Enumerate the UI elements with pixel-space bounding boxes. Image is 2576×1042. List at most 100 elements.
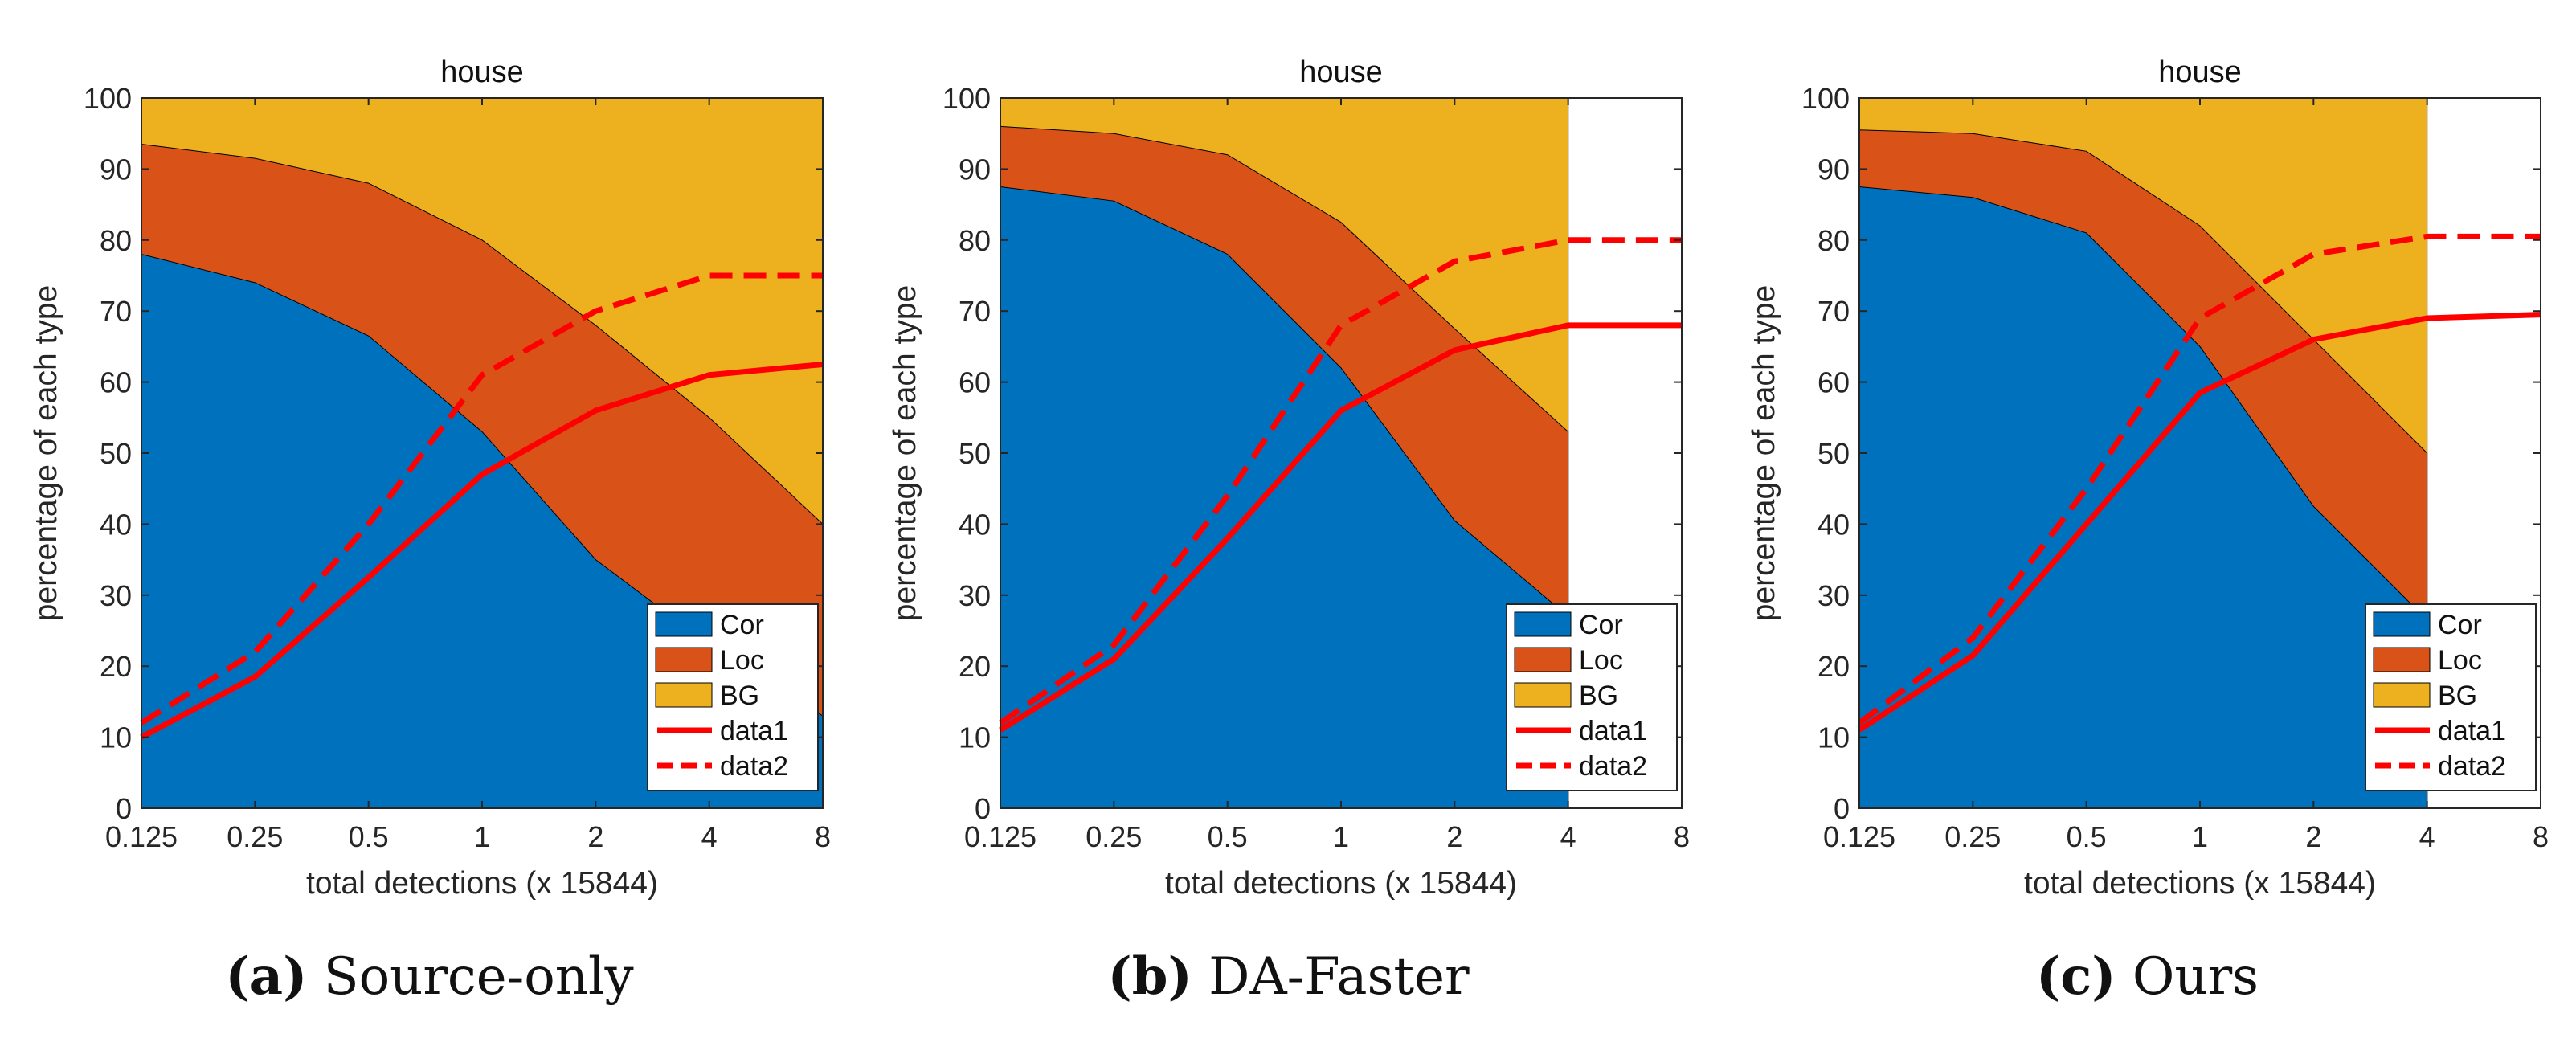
y-tick-label-b-10: 100 [942,82,991,115]
legend-label-c-0: Cor [2438,610,2482,640]
y-tick-label-b-2: 20 [959,650,991,683]
legend-swatch-a-1 [655,647,713,672]
x-tick-label-b-2: 0.5 [1208,820,1248,853]
series-data1-line-a [140,362,824,740]
y-axis-label-b: percentage of each type [888,285,922,621]
y-axis-label-c: percentage of each type [1747,285,1781,621]
x-tick-label-a-3: 1 [474,820,490,853]
chart-panel-c: 0 10 20 30 40 50 60 70 80 90 100 0.125 0.25 0.5 1 2 4 8 ho… [1718,0,2576,1042]
caption-label-c: (c) [2036,946,2116,1007]
legend-swatch-b-2 [1514,682,1572,708]
chart-title-a: house [440,55,524,89]
y-axis-label-a: percentage of each type [29,285,63,621]
legend-swatch-a-2 [655,682,713,708]
y-tick-label-c-3: 30 [1818,579,1850,612]
legend-label-c-1: Loc [2438,645,2482,676]
y-tick-label-c-2: 20 [1818,650,1850,683]
y-tick-label-b-3: 30 [959,579,991,612]
y-tick-label-a-5: 50 [100,437,132,470]
legend-swatch-b-0 [1514,611,1572,637]
series-data2-line-a [140,272,823,725]
chart-title-c: house [2158,55,2242,89]
legend-swatch-c-2 [2373,682,2431,708]
y-tick-label-c-4: 40 [1818,508,1850,541]
caption-b: (b) DA-Faster [859,946,1718,1007]
legend-swatch-c-1 [2373,647,2431,672]
x-tick-label-c-4: 2 [2305,820,2321,853]
series-data2-line-c [1857,233,2541,725]
x-tick-label-b-1: 0.25 [1086,820,1142,853]
caption-label-a: (a) [225,946,308,1007]
caption-c: (c) Ours [1718,946,2576,1007]
y-tick-label-a-7: 70 [100,295,132,328]
y-tick-label-a-6: 60 [100,366,132,399]
y-tick-label-c-7: 70 [1818,295,1850,328]
caption-text-a: Source-only [323,947,634,1007]
y-tick-label-c-9: 90 [1818,153,1850,186]
x-tick-label-b-3: 1 [1333,820,1349,853]
y-tick-label-b-0: 0 [975,792,991,825]
x-tick-label-a-4: 2 [587,820,603,853]
legend-swatch-c-0 [2373,611,2431,637]
y-tick-label-a-2: 20 [100,650,132,683]
legend-label-b-1: Loc [1579,645,1623,676]
x-tick-label-c-5: 4 [2419,820,2435,853]
series-data1-line-b [999,322,1682,733]
y-tick-label-b-1: 10 [959,721,991,754]
y-tick-label-b-8: 80 [959,224,991,257]
x-tick-label-c-1: 0.25 [1944,820,2001,853]
x-tick-label-c-2: 0.5 [2067,820,2107,853]
x-axis-label-a: total detections (x 15844) [306,866,658,901]
x-tick-label-c-0: 0.125 [1823,820,1895,853]
y-tick-label-b-5: 50 [959,437,991,470]
x-tick-label-b-0: 0.125 [964,820,1037,853]
legend-swatch-a-0 [655,611,713,637]
x-tick-label-b-4: 2 [1446,820,1462,853]
chart-panel-b: 0 10 20 30 40 50 60 70 80 90 100 0.125 0.25 0.5 1 2 4 8 ho… [859,0,1718,1042]
chart-b: 0 10 20 30 40 50 60 70 80 90 100 0.125 0.25 0.5 1 2 4 8 ho… [888,55,1690,901]
y-tick-label-a-9: 90 [100,153,132,186]
x-axis-label-c: total detections (x 15844) [2024,866,2376,901]
caption-text-b: DA-Faster [1208,947,1470,1007]
legend-label-a-0: Cor [720,610,764,640]
y-tick-label-b-6: 60 [959,366,991,399]
x-tick-label-b-6: 8 [1674,820,1690,853]
y-tick-label-b-9: 90 [959,153,991,186]
legend-label-b-2: BG [1579,680,1618,711]
x-tick-label-a-5: 4 [701,820,718,853]
y-tick-label-a-0: 0 [116,792,132,825]
x-tick-label-a-0: 0.125 [105,820,178,853]
legend-label-b-4: data2 [1579,751,1647,782]
caption-text-c: Ours [2132,947,2259,1007]
y-tick-label-a-1: 10 [100,721,132,754]
legend-label-c-4: data2 [2438,751,2506,782]
y-tick-label-c-6: 60 [1818,366,1850,399]
legend-label-a-3: data1 [720,716,788,746]
chart-a: 0 10 20 30 40 50 60 70 80 90 100 0.125 0.25 0.5 1 2 4 8 ho… [29,55,831,901]
y-tick-label-c-8: 80 [1818,224,1850,257]
legend-swatch-b-1 [1514,647,1572,672]
chart-panel-a: 0 10 20 30 40 50 60 70 80 90 100 0.125 0.25 0.5 1 2 4 8 ho… [0,0,859,1042]
y-tick-label-b-7: 70 [959,295,991,328]
y-tick-label-a-3: 30 [100,579,132,612]
chart-title-b: house [1299,55,1383,89]
x-tick-label-c-3: 1 [2192,820,2208,853]
legend-label-b-0: Cor [1579,610,1623,640]
y-tick-label-b-4: 40 [959,508,991,541]
x-axis-label-b: total detections (x 15844) [1165,866,1517,901]
y-tick-label-c-1: 10 [1818,721,1850,754]
legend-label-c-3: data1 [2438,716,2506,746]
legend-label-a-1: Loc [720,645,764,676]
legend-label-c-2: BG [2438,680,2477,711]
y-tick-label-a-8: 80 [100,224,132,257]
y-tick-label-a-4: 40 [100,508,132,541]
x-tick-label-a-1: 0.25 [227,820,283,853]
x-tick-label-b-5: 4 [1560,820,1576,853]
y-tick-label-c-10: 100 [1801,82,1850,115]
caption-label-b: (b) [1107,946,1192,1007]
legend-label-a-4: data2 [720,751,788,782]
x-tick-label-a-6: 8 [815,820,831,853]
x-tick-label-c-6: 8 [2533,820,2549,853]
series-data1-line-c [1858,312,2541,733]
y-tick-label-a-10: 100 [84,82,132,115]
